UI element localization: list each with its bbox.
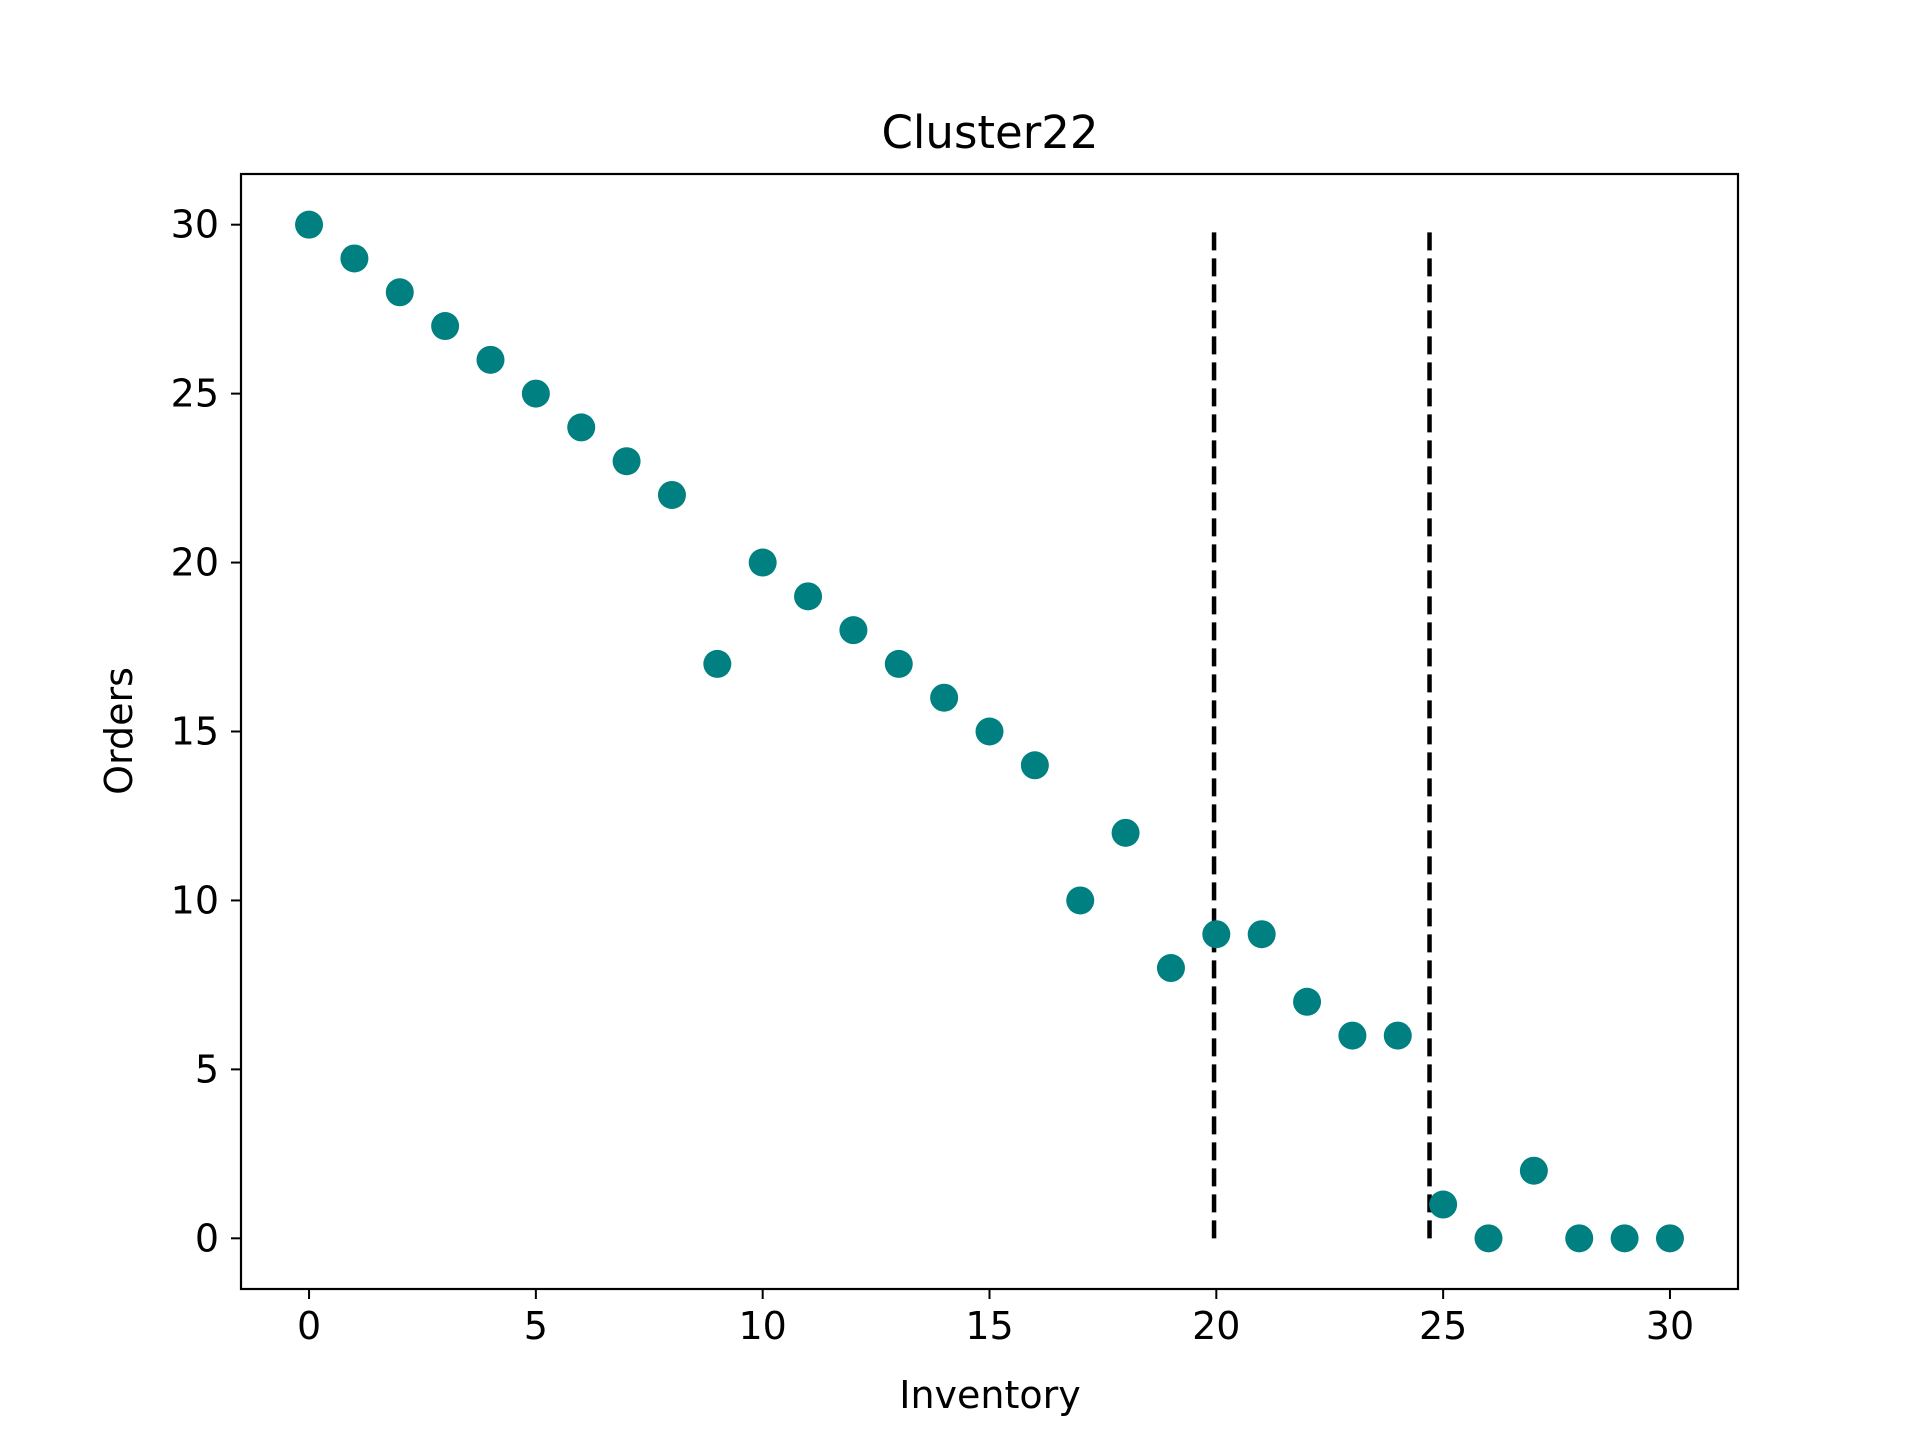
data-point	[431, 312, 460, 341]
data-point	[1565, 1224, 1594, 1253]
data-point	[340, 244, 369, 273]
x-tick-label: 5	[524, 1304, 548, 1348]
y-tick-label: 25	[171, 372, 219, 416]
data-point	[1610, 1224, 1639, 1253]
data-point	[975, 717, 1004, 746]
data-point	[295, 210, 324, 239]
chart-title: Cluster22	[882, 106, 1099, 159]
y-axis-label: Orders	[97, 667, 141, 795]
x-axis-label: Inventory	[899, 1373, 1081, 1417]
data-point	[1202, 920, 1231, 949]
data-point	[1293, 987, 1322, 1016]
x-axis: 0 5 10 15 20 25 30	[297, 1289, 1694, 1348]
data-point	[1655, 1224, 1684, 1253]
data-point	[794, 582, 823, 611]
data-point	[1247, 920, 1276, 949]
data-point	[1020, 751, 1049, 780]
x-tick-label: 25	[1419, 1304, 1467, 1348]
x-tick-label: 0	[297, 1304, 321, 1348]
x-tick-label: 30	[1646, 1304, 1694, 1348]
data-point	[748, 548, 777, 577]
x-tick-label: 10	[739, 1304, 787, 1348]
data-point	[1066, 886, 1095, 915]
data-point	[476, 345, 505, 374]
data-point	[703, 649, 732, 678]
x-tick-label: 20	[1192, 1304, 1240, 1348]
y-tick-label: 10	[171, 878, 219, 922]
data-point	[1519, 1156, 1548, 1185]
y-tick-label: 20	[171, 541, 219, 585]
y-tick-label: 30	[171, 203, 219, 247]
data-point	[567, 413, 596, 442]
data-point	[1156, 954, 1185, 983]
data-point	[612, 447, 641, 476]
data-point	[930, 683, 959, 712]
data-point	[657, 480, 686, 509]
data-point	[385, 278, 414, 307]
x-tick-label: 15	[965, 1304, 1013, 1348]
data-point	[884, 649, 913, 678]
y-tick-label: 0	[195, 1216, 219, 1260]
data-point	[1429, 1190, 1458, 1219]
y-tick-label: 5	[195, 1047, 219, 1091]
data-point	[1338, 1021, 1367, 1050]
data-point	[839, 616, 868, 645]
data-point	[1111, 818, 1140, 847]
data-point	[1474, 1224, 1503, 1253]
y-tick-label: 15	[171, 710, 219, 754]
plot-area	[295, 210, 1684, 1253]
data-point	[521, 379, 550, 408]
y-axis: 0 5 10 15 20 25 30	[171, 203, 241, 1260]
data-point	[1383, 1021, 1412, 1050]
